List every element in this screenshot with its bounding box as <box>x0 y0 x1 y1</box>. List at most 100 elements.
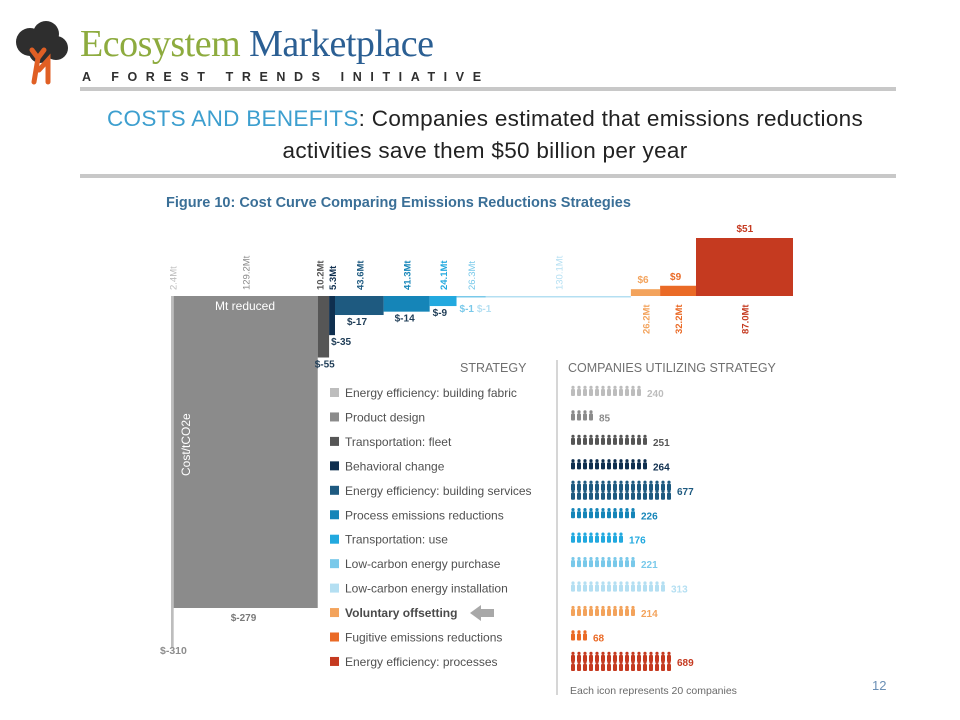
person-icon <box>631 654 635 662</box>
person-icon <box>583 511 587 519</box>
person-icon <box>613 535 617 543</box>
legend-label: Low-carbon energy installation <box>345 582 508 596</box>
cost-label: $-55 <box>315 360 335 371</box>
mt-label: 26.2Mt <box>641 304 652 334</box>
person-icon <box>577 462 581 470</box>
person-icon <box>625 609 629 617</box>
person-icon <box>643 437 647 445</box>
person-icon <box>667 654 671 662</box>
person-icon <box>571 410 575 414</box>
person-icon <box>613 508 617 512</box>
company-count: 221 <box>641 560 658 571</box>
person-icon <box>613 609 617 617</box>
person-icon <box>619 663 623 671</box>
person-icon <box>667 660 671 664</box>
person-icon <box>595 462 599 470</box>
person-icon <box>595 434 599 438</box>
person-icon <box>601 489 605 493</box>
person-icon <box>631 492 635 500</box>
person-icon <box>601 492 605 500</box>
legend-label: Energy efficiency: building services <box>345 484 532 498</box>
company-count: 313 <box>671 585 688 596</box>
person-icon <box>589 410 593 414</box>
person-icon <box>661 660 665 664</box>
company-count: 214 <box>641 609 658 620</box>
legend-swatch <box>330 534 339 544</box>
company-count: 264 <box>653 462 670 473</box>
person-icon <box>607 663 611 671</box>
mt-label: 2.4Mt <box>168 266 179 290</box>
mt-label: 5.3Mt <box>328 265 339 290</box>
person-icon <box>583 654 587 662</box>
person-icon <box>577 410 581 414</box>
person-icon <box>613 584 617 592</box>
person-icon <box>643 489 647 493</box>
person-icon <box>601 462 605 470</box>
legend-swatch <box>330 632 339 642</box>
legend-swatch <box>330 559 339 569</box>
person-icon <box>577 385 581 389</box>
cost-label: $-9 <box>433 308 448 319</box>
person-icon <box>649 663 653 671</box>
person-icon <box>583 434 587 438</box>
person-icon <box>577 508 581 512</box>
person-icon <box>631 560 635 568</box>
person-icon <box>601 459 605 463</box>
person-icon <box>571 413 575 421</box>
person-icon <box>589 535 593 543</box>
person-icon <box>595 483 599 491</box>
person-icon <box>589 663 593 671</box>
person-icon <box>619 584 623 592</box>
company-count: 689 <box>677 658 694 669</box>
person-icon <box>637 389 641 396</box>
headline-divider <box>80 174 896 178</box>
cost-bar <box>660 285 697 296</box>
person-icon <box>661 651 665 655</box>
person-icon <box>607 480 611 484</box>
legend-label: Low-carbon energy purchase <box>345 557 501 571</box>
person-icon <box>613 480 617 484</box>
person-icon <box>595 651 599 655</box>
legend-swatch <box>330 485 339 495</box>
companies-header: COMPANIES UTILIZING STRATEGY <box>568 361 777 375</box>
person-icon <box>571 389 575 396</box>
person-icon <box>601 609 605 617</box>
person-icon <box>625 462 629 470</box>
cost-label: $51 <box>737 224 754 235</box>
person-icon <box>607 535 611 543</box>
person-icon <box>589 560 593 568</box>
person-icon <box>577 609 581 617</box>
person-icon <box>643 581 647 585</box>
person-icon <box>571 434 575 438</box>
tree-logo-icon <box>16 21 68 85</box>
person-icon <box>571 584 575 592</box>
person-icon <box>619 556 623 561</box>
person-icon <box>589 581 593 585</box>
person-icon <box>595 654 599 662</box>
person-icon <box>589 508 593 512</box>
person-icon <box>619 459 623 463</box>
person-icon <box>625 437 629 445</box>
person-icon <box>631 508 635 512</box>
person-icon <box>571 480 575 484</box>
headline-highlight: COSTS AND BENEFITS <box>106 106 359 131</box>
person-icon <box>595 480 599 484</box>
person-icon <box>661 663 665 671</box>
person-icon <box>571 489 575 493</box>
person-icon <box>595 605 599 610</box>
person-icon <box>595 660 599 664</box>
y-axis-bottom-label: $-310 <box>160 645 187 657</box>
cost-label: $-279 <box>231 613 257 624</box>
legend-label: Fugitive emissions reductions <box>345 631 502 645</box>
person-icon <box>619 489 623 493</box>
person-icon <box>631 663 635 671</box>
person-icon <box>577 413 581 421</box>
person-icon <box>643 663 647 671</box>
person-icon <box>583 581 587 585</box>
cost-bar <box>696 238 793 296</box>
person-icon <box>619 389 623 396</box>
person-icon <box>577 651 581 655</box>
person-icon <box>601 508 605 512</box>
person-icon <box>613 492 617 500</box>
